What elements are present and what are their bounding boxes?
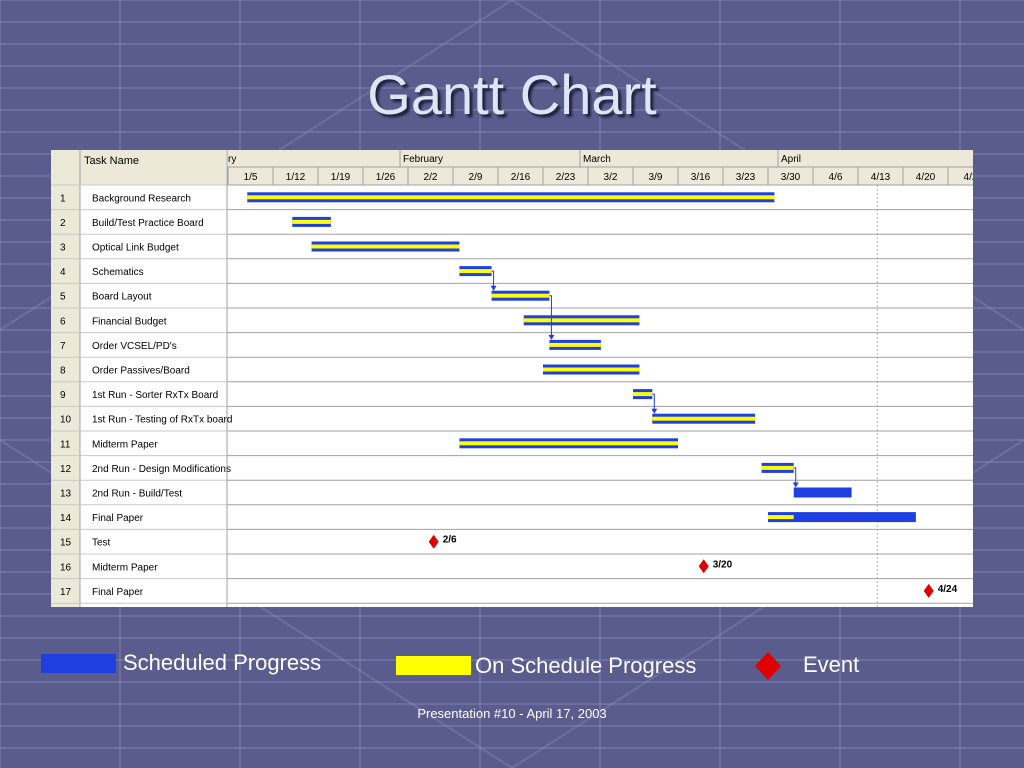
task-progress-bar — [768, 515, 794, 520]
task-progress-bar — [523, 318, 640, 323]
dependency-arrowhead-icon — [490, 285, 497, 291]
milestone-diamond-icon — [923, 583, 934, 598]
legend-on-schedule-swatch — [396, 656, 471, 675]
task-name: Financial Budget — [92, 316, 167, 327]
slide-title: Gantt Chart — [367, 63, 657, 126]
week-label: 2/23 — [556, 172, 576, 183]
legend-scheduled-swatch — [41, 654, 116, 673]
task-name: 2nd Run - Design Modifications — [92, 464, 231, 475]
task-progress-bar — [543, 367, 640, 372]
legend-scheduled-label: Scheduled Progress — [123, 650, 322, 675]
dependency-arrowhead-icon — [792, 482, 799, 488]
gantt-svg: Task Name ry February March April 1/5 1/12 1/19… — [51, 150, 973, 607]
week-label: 4/6 — [829, 172, 843, 183]
task-id: 12 — [60, 464, 72, 475]
dependency-arrowhead-icon — [651, 408, 658, 414]
task-progress-bar — [311, 244, 460, 249]
task-id: 16 — [60, 562, 72, 573]
task-progress-bar — [459, 441, 678, 446]
task-progress-bar — [633, 392, 653, 397]
gantt-canvas — [51, 150, 973, 607]
task-id: 1 — [60, 193, 66, 204]
task-name: Build/Test Practice Board — [92, 218, 204, 229]
task-name: 1st Run - Sorter RxTx Board — [92, 390, 218, 401]
week-label: 1/12 — [286, 172, 306, 183]
week-label: 1/26 — [376, 172, 396, 183]
slide-footer: Presentation #10 - April 17, 2003 — [417, 706, 607, 721]
task-progress-bar — [652, 416, 756, 421]
week-label: 1/5 — [244, 172, 258, 183]
task-id: 11 — [60, 439, 71, 450]
task-name-header: Task Name — [84, 155, 139, 167]
task-id: 6 — [60, 316, 66, 327]
milestone-diamond-icon — [698, 559, 709, 574]
task-name: Final Paper — [92, 513, 144, 524]
week-label: 3/9 — [649, 172, 663, 183]
task-id: 10 — [60, 415, 72, 426]
milestone-label: 4/24 — [938, 584, 958, 595]
task-name: Order VCSEL/PD's — [92, 341, 177, 352]
task-progress-bar — [491, 293, 550, 298]
task-header-cell — [80, 150, 226, 185]
milestone-label: 3/20 — [713, 559, 733, 570]
task-name: Midterm Paper — [92, 562, 158, 573]
week-label: 3/16 — [691, 172, 711, 183]
task-name: Board Layout — [92, 292, 152, 303]
task-name: Background Research — [92, 193, 191, 204]
month-label: March — [583, 154, 611, 165]
month-label: ry — [228, 154, 236, 165]
task-name: Final Paper — [92, 587, 144, 598]
week-label: 3/23 — [736, 172, 756, 183]
dependency-arrow — [549, 295, 552, 337]
week-label: 2/9 — [469, 172, 483, 183]
task-name: Order Passives/Board — [92, 366, 190, 377]
week-label: 3/2 — [604, 172, 618, 183]
task-id: 4 — [60, 267, 66, 278]
milestone-label: 2/6 — [443, 535, 457, 546]
task-name: Optical Link Budget — [92, 243, 179, 254]
month-label: April — [781, 154, 801, 165]
task-id: 13 — [60, 489, 72, 500]
task-id: 8 — [60, 366, 66, 377]
task-bar — [768, 512, 916, 523]
task-id: 17 — [60, 587, 72, 598]
task-progress-bar — [549, 342, 601, 347]
dependency-arrow — [652, 393, 655, 411]
task-id: 14 — [60, 513, 72, 524]
week-label: 1/19 — [331, 172, 351, 183]
task-name: Test — [92, 538, 111, 549]
task-bar — [793, 487, 852, 498]
legend-event-label: Event — [803, 652, 860, 677]
task-name: Midterm Paper — [92, 439, 158, 450]
month-label: February — [403, 154, 443, 165]
task-name: 1st Run - Testing of RxTx board — [92, 415, 232, 426]
task-id: 2 — [60, 218, 66, 229]
task-progress-bar — [459, 269, 492, 274]
week-label: 4/2 — [964, 172, 973, 183]
dependency-arrowhead-icon — [548, 334, 555, 340]
legend-on-schedule-label: On Schedule Progress — [475, 653, 697, 678]
task-id: 5 — [60, 292, 66, 303]
week-label: 4/13 — [871, 172, 891, 183]
week-label: 3/30 — [781, 172, 801, 183]
week-label: 2/2 — [424, 172, 438, 183]
task-progress-bar — [292, 219, 331, 224]
task-progress-bar — [761, 465, 794, 470]
dependency-arrow — [491, 270, 495, 288]
gantt-chart: Task Name ry February March April 1/5 1/12 1/19… — [51, 150, 973, 607]
task-name: 2nd Run - Build/Test — [92, 489, 182, 500]
task-name: Schematics — [92, 267, 144, 278]
task-id: 3 — [60, 243, 66, 254]
task-id: 7 — [60, 341, 66, 352]
legend-event-diamond-icon — [755, 652, 781, 680]
task-progress-bar — [247, 195, 775, 200]
task-id: 15 — [60, 538, 72, 549]
week-label: 2/16 — [511, 172, 531, 183]
week-label: 4/20 — [916, 172, 936, 183]
id-column — [51, 150, 80, 607]
milestone-diamond-icon — [428, 534, 439, 549]
task-id: 9 — [60, 390, 66, 401]
dependency-arrow — [793, 467, 797, 485]
